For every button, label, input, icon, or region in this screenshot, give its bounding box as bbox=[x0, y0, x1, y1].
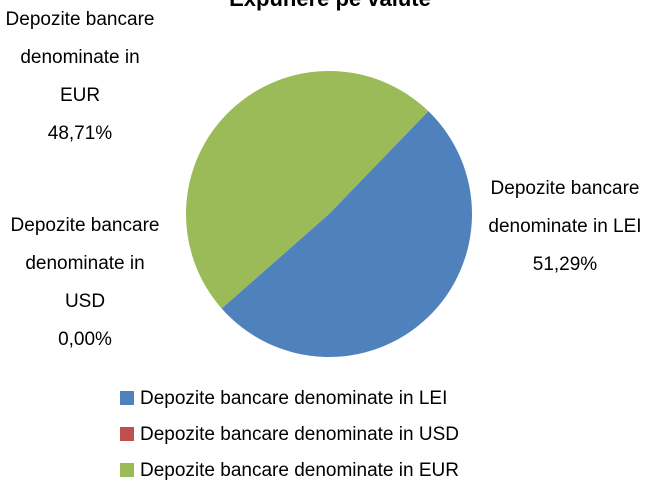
legend-swatch bbox=[120, 391, 134, 405]
legend-swatch bbox=[120, 463, 134, 477]
data-label-name: Depozite bancare denominate in EUR bbox=[5, 9, 155, 106]
legend-label: Depozite bancare denominate in USD bbox=[140, 424, 459, 445]
data-label-name: Depozite bancare denominate in LEI bbox=[488, 178, 642, 237]
legend-label: Depozite bancare denominate in LEI bbox=[140, 388, 448, 409]
data-label: Depozite bancare denominate in LEI 51,29… bbox=[483, 170, 646, 284]
legend-item: Depozite bancare denominate in USD bbox=[120, 424, 459, 446]
data-label-name: Depozite bancare denominate in USD bbox=[10, 215, 160, 312]
data-label-value: 48,71% bbox=[47, 123, 113, 144]
data-label-value: 51,29% bbox=[532, 254, 598, 275]
legend-label: Depozite bancare denominate in EUR bbox=[140, 460, 459, 481]
legend-swatch bbox=[120, 427, 134, 441]
data-label-value: 0,00% bbox=[58, 329, 112, 350]
data-label: Depozite bancare denominate in EUR 48,71… bbox=[0, 1, 160, 153]
pie-slice bbox=[221, 111, 472, 357]
legend-item: Depozite bancare denominate in LEI bbox=[120, 388, 447, 410]
pie-slice bbox=[185, 70, 429, 309]
data-label: Depozite bancare denominate in USD 0,00% bbox=[5, 207, 165, 359]
chart-title: Expunere pe valute bbox=[229, 0, 431, 11]
pie bbox=[185, 70, 472, 357]
legend-item: Depozite bancare denominate in EUR bbox=[120, 460, 459, 481]
